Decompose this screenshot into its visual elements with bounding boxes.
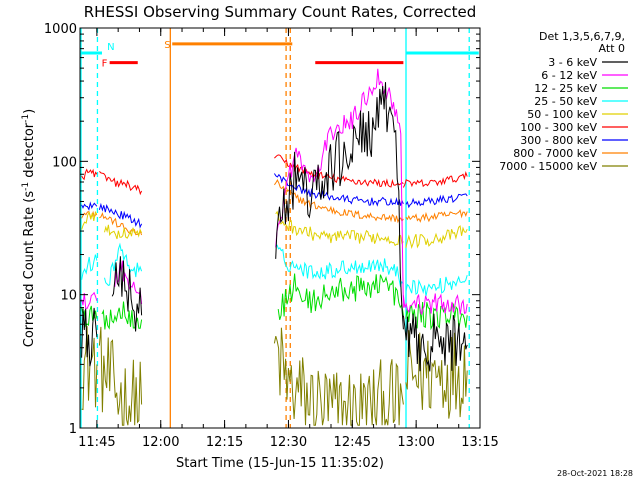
legend-label-6: 300 - 800 keV xyxy=(520,134,597,147)
series-line-3-6-keV-seg1 xyxy=(111,256,143,332)
series-line-100-300-keV-seg0 xyxy=(81,168,98,181)
series-layer xyxy=(81,68,468,426)
series-line-25-50-keV-seg0 xyxy=(81,254,98,280)
series-line-3-6-keV-seg3 xyxy=(402,313,468,372)
series-line-25-50-keV-seg1 xyxy=(104,242,143,286)
y-tick-label-3: 1000 xyxy=(44,22,77,37)
plot-frame xyxy=(79,27,481,429)
y-axis-label-main: Corrected Count Rate (s xyxy=(22,191,37,348)
legend-header-line1: Det 1,3,5,6,7,9, xyxy=(539,30,625,43)
x-tick-label-1: 12:00 xyxy=(142,435,179,450)
x-tick-label-5: 13:00 xyxy=(397,435,434,450)
series-line-300-800-keV-seg2 xyxy=(273,173,404,207)
x-tick-label-4: 12:45 xyxy=(334,435,371,450)
series-line-7000-15000-keV-seg1 xyxy=(98,326,143,426)
series-line-3-6-keV-seg0 xyxy=(81,307,98,367)
legend-label-0: 3 - 6 keV xyxy=(548,56,597,69)
series-line-100-300-keV-seg1 xyxy=(99,171,143,196)
y-axis-label-sup1: -1 xyxy=(21,182,31,191)
x-tick-label-6: 13:15 xyxy=(461,435,498,450)
x-tick-label-0: 11:45 xyxy=(78,435,115,450)
series-line-50-100-keV-seg2 xyxy=(275,210,404,247)
y-tick-label-0: 1 xyxy=(69,422,77,437)
series-line-6-12-keV-seg2 xyxy=(275,68,404,308)
series-line-300-800-keV-seg3 xyxy=(405,193,468,209)
series-line-100-300-keV-seg3 xyxy=(402,170,468,188)
legend-label-7: 800 - 7000 keV xyxy=(513,147,597,160)
series-line-25-50-keV-seg3 xyxy=(405,275,468,297)
series-line-800-7000-keV-seg2 xyxy=(273,179,404,224)
y-axis-label: Corrected Count Rate (s-1 detector-1) xyxy=(21,109,37,347)
footer-date: 28-Oct-2021 18:28 xyxy=(557,469,633,478)
y-tick-label-1: 10 xyxy=(60,289,77,304)
annotation-bars: NF S xyxy=(80,40,479,70)
series-line-800-7000-keV-seg3 xyxy=(405,209,468,223)
y-axis-label-mid: detector xyxy=(22,122,37,182)
legend-label-4: 50 - 100 keV xyxy=(527,108,597,121)
annotation-label-N: N xyxy=(107,42,114,53)
series-line-12-25-keV-seg2 xyxy=(277,273,404,320)
x-tick-label-2: 12:15 xyxy=(206,435,243,450)
series-line-50-100-keV-seg3 xyxy=(405,225,468,250)
annotation-label-S: S xyxy=(164,40,170,51)
series-line-300-800-keV-seg0 xyxy=(81,201,98,211)
series-line-7000-15000-keV-seg3 xyxy=(405,330,468,419)
annotation-lines xyxy=(80,28,470,428)
y-tick-label-2: 100 xyxy=(52,155,77,170)
x-tick-label-3: 12:30 xyxy=(270,435,307,450)
legend-label-8: 7000 - 15000 keV xyxy=(499,160,597,173)
series-line-300-800-keV-seg1 xyxy=(98,202,143,229)
series-line-800-7000-keV-seg1 xyxy=(99,212,143,236)
series-line-50-100-keV-seg1 xyxy=(104,224,143,240)
legend-label-3: 25 - 50 keV xyxy=(534,95,597,108)
y-axis-label-end: ) xyxy=(22,109,37,114)
series-line-6-12-keV-seg3 xyxy=(402,293,468,315)
legend-label-1: 6 - 12 keV xyxy=(541,69,597,82)
legend-label-5: 100 - 300 keV xyxy=(520,121,597,134)
legend-header-line2: Att 0 xyxy=(599,42,625,55)
series-line-12-25-keV-seg0 xyxy=(81,305,98,328)
series-line-3-6-keV-seg2 xyxy=(275,82,404,330)
series-line-7000-15000-keV-seg2 xyxy=(273,327,404,426)
y-axis-label-sup2: -1 xyxy=(21,114,31,123)
axes: 11:45 12:00 12:15 12:30 12:45 13:00 13:15 1 10 10… xyxy=(44,22,499,450)
series-line-7000-15000-keV-seg0 xyxy=(81,326,98,411)
annotation-label-F: F xyxy=(102,59,108,70)
series-line-25-50-keV-seg2 xyxy=(275,244,404,288)
legend-label-2: 12 - 25 keV xyxy=(534,82,597,95)
series-line-50-100-keV-seg0 xyxy=(81,210,98,230)
chart-title: RHESSI Observing Summary Count Rates, Co… xyxy=(84,3,477,21)
x-axis-label: Start Time (15-Jun-15 11:35:02) xyxy=(176,456,384,471)
